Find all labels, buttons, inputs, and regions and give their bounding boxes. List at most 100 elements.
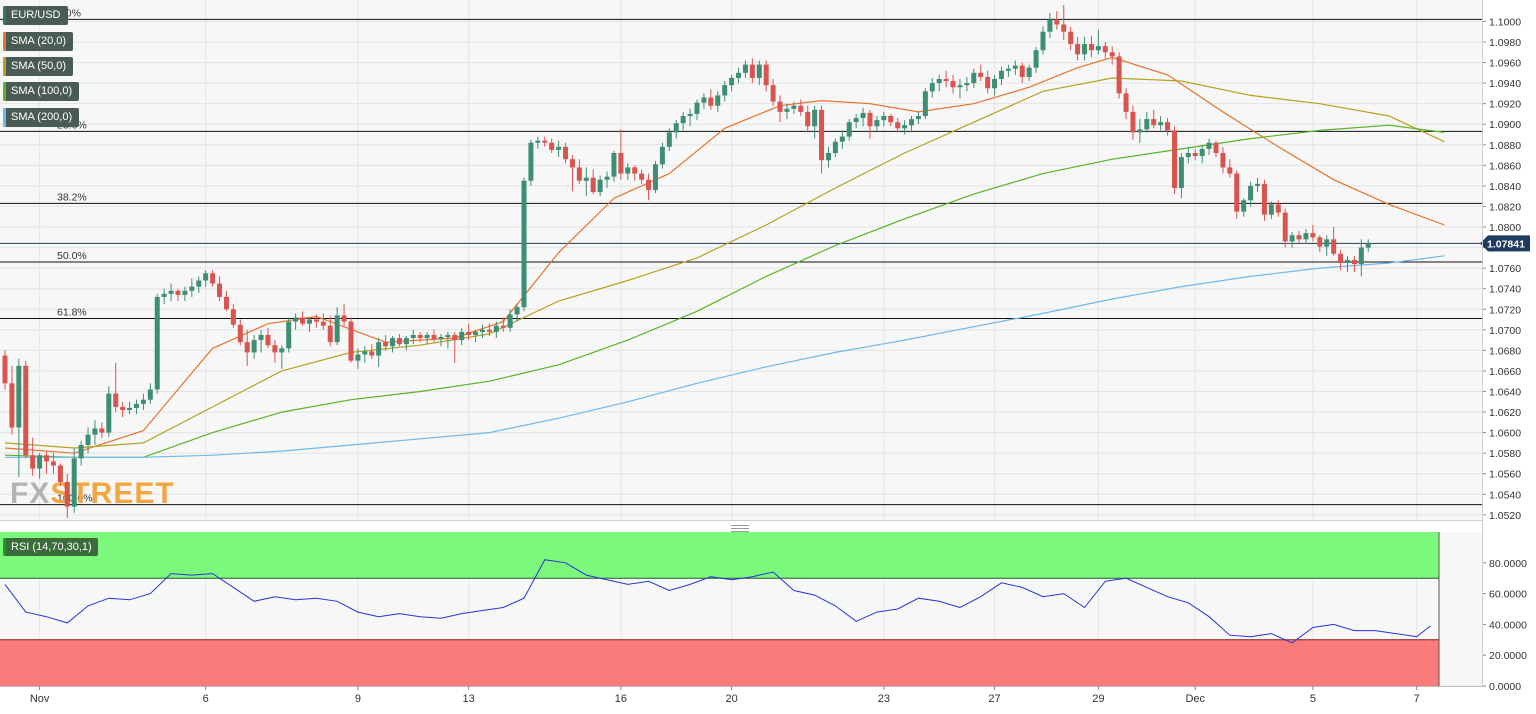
candle-body — [459, 331, 465, 341]
candle-body — [722, 85, 728, 96]
price-axis-background — [1482, 0, 1536, 714]
candle-body — [272, 345, 278, 353]
sma20-label: SMA (20,0) — [11, 35, 67, 47]
candle-body — [867, 112, 873, 127]
candle-body — [306, 319, 312, 324]
candle-body — [659, 146, 665, 165]
rsi-tick-label: 0.0000 — [1489, 681, 1521, 693]
candle-body — [860, 112, 866, 119]
candle-body — [210, 273, 216, 284]
candle-body — [383, 342, 389, 347]
candle-body — [929, 83, 935, 92]
candle-body — [729, 77, 735, 86]
candle-body — [1358, 247, 1364, 265]
price-tick-label: 1.0760 — [1489, 263, 1521, 275]
sma20-swatch — [3, 32, 6, 51]
rsi-line — [4, 559, 1431, 644]
candle-body — [805, 111, 811, 127]
price-tick-label: 1.0900 — [1489, 119, 1521, 131]
price-tick-label: 1.0560 — [1489, 469, 1521, 481]
rsi-panel — [0, 532, 1440, 686]
candle-body — [113, 393, 119, 407]
date-label: 20 — [725, 693, 737, 705]
candle-body — [749, 64, 755, 78]
date-label: 7 — [1414, 693, 1420, 705]
candle-body — [978, 72, 984, 77]
candle-body — [1102, 46, 1108, 53]
candle-body — [853, 118, 859, 123]
candle-body — [992, 78, 998, 89]
candle-body — [1338, 253, 1344, 263]
candle-body — [362, 351, 368, 355]
candle-body — [500, 325, 506, 328]
candle-body — [258, 334, 264, 341]
candle-body — [92, 428, 98, 435]
candle-body — [514, 307, 520, 315]
candle-body — [1033, 50, 1039, 68]
candle-body — [1019, 65, 1025, 77]
candle-body — [1248, 185, 1254, 201]
candle-body — [417, 334, 423, 339]
candle-body — [604, 176, 610, 180]
watermark-fx: FX — [10, 477, 50, 510]
price-tick-label: 1.0580 — [1489, 448, 1521, 460]
price-tick-label: 1.0720 — [1489, 304, 1521, 316]
candle-body — [784, 108, 790, 112]
price-tick-label: 1.0860 — [1489, 160, 1521, 172]
sma100-badge[interactable]: SMA (100,0) — [3, 82, 80, 101]
candle-body — [244, 342, 250, 353]
candle-body — [99, 428, 105, 433]
price-tick-label: 1.0980 — [1489, 37, 1521, 49]
fxstreet-watermark: FXSTREET — [10, 477, 175, 510]
candle-body — [569, 159, 575, 168]
price-tick-label: 1.0840 — [1489, 181, 1521, 193]
candle-body — [1344, 259, 1350, 263]
candle-body — [196, 280, 202, 287]
candle-body — [680, 115, 686, 124]
candle-body — [300, 317, 306, 324]
rsi-badge[interactable]: RSI (14,70,30,1) — [3, 538, 98, 556]
candle-body — [1047, 19, 1053, 32]
price-tick-label: 1.0880 — [1489, 140, 1521, 152]
candle-body — [493, 325, 499, 332]
pair-badge[interactable]: EUR/USD — [3, 6, 68, 25]
candle-body — [881, 115, 887, 121]
candle-body — [57, 465, 63, 482]
candle-body — [452, 334, 458, 341]
watermark-street: STREET — [50, 477, 174, 510]
candle-body — [950, 81, 956, 88]
candle-body — [279, 348, 285, 353]
price-tick-label: 1.0700 — [1489, 325, 1521, 337]
price-tick-label: 1.0640 — [1489, 387, 1521, 399]
candle-body — [50, 461, 56, 466]
candle-body — [777, 101, 783, 112]
candle-body — [120, 406, 126, 411]
candle-body — [639, 173, 645, 180]
date-label: Dec — [1185, 693, 1205, 705]
candle-body — [203, 273, 209, 281]
date-label: 29 — [1092, 693, 1104, 705]
candle-body — [1331, 239, 1337, 254]
sma200-badge[interactable]: SMA (200,0) — [3, 108, 80, 127]
sma50-badge[interactable]: SMA (50,0) — [3, 57, 74, 76]
rsi-swatch — [3, 538, 6, 556]
candle-body — [542, 140, 548, 143]
candle-body — [549, 142, 555, 150]
candle-body — [286, 321, 292, 349]
date-label: 16 — [615, 693, 627, 705]
candle-body — [985, 76, 991, 89]
candle-body — [791, 105, 797, 109]
candle-body — [825, 153, 831, 161]
sma200-swatch — [3, 108, 6, 127]
candle-body — [1165, 122, 1171, 131]
candle-body — [265, 334, 271, 346]
candle-body — [846, 122, 852, 137]
sma20-badge[interactable]: SMA (20,0) — [3, 32, 74, 51]
candle-body — [535, 140, 541, 143]
candle-body — [64, 481, 70, 507]
candle-body — [71, 458, 77, 507]
panel-resize-handle[interactable] — [731, 525, 749, 532]
candle-body — [874, 120, 880, 127]
price-tick-label: 1.0620 — [1489, 407, 1521, 419]
